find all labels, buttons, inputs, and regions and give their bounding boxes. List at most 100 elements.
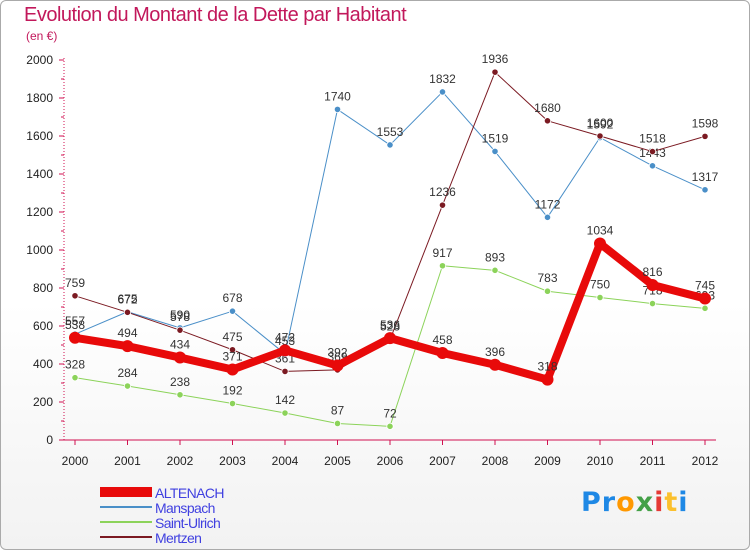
legend-label-mertzen: Mertzen [155,530,201,546]
data-label-mertzen: 578 [170,310,190,324]
data-point-mertzen [176,326,184,334]
data-point-altenach [541,373,554,386]
data-point-saint-ulrich [438,262,447,270]
chart-title: Evolution du Montant de la Dette par Hab… [24,4,407,26]
data-point-manspach [543,213,552,221]
data-label-altenach: 392 [327,346,347,360]
y-tick-label: 200 [33,395,53,409]
data-label-altenach: 318 [537,360,557,374]
x-tick-label: 2005 [324,454,351,468]
logo-letter: r [601,487,617,518]
y-tick-label: 1600 [26,129,53,143]
data-label-manspach: 453 [275,334,295,348]
data-point-altenach [226,363,239,376]
data-point-manspach [438,88,447,96]
data-point-saint-ulrich [386,422,394,430]
data-point-manspach [228,307,237,315]
data-label-saint-ulrich: 893 [485,250,505,264]
data-label-manspach: 1553 [377,125,404,139]
data-label-saint-ulrich: 142 [275,393,295,407]
data-point-saint-ulrich [228,399,237,408]
x-tick-label: 2000 [62,454,89,468]
logo-letter: i [654,487,665,518]
data-label-saint-ulrich: 328 [65,358,85,372]
data-point-saint-ulrich [123,382,132,390]
data-point-altenach [121,340,134,353]
data-point-altenach [646,278,659,291]
data-label-mertzen: 528 [380,320,400,334]
x-tick-label: 2006 [377,454,404,468]
logo-letter: o [616,487,636,518]
proxiti-logo: Proxiti [581,487,689,518]
x-tick-label: 2010 [587,454,614,468]
y-tick-label: 2000 [26,53,53,67]
logo-letter: t [664,487,679,518]
data-point-saint-ulrich [71,374,79,382]
legend-label-altenach: ALTENACH [155,485,224,501]
y-tick-label: 1400 [26,167,53,181]
data-label-altenach: 745 [695,278,715,292]
data-point-mertzen [281,367,289,376]
x-tick-label: 2002 [167,454,194,468]
legend-label-manspach: Manspach [155,500,215,516]
data-label-altenach: 371 [222,350,242,364]
data-label-manspach: 675 [117,292,137,306]
legend-swatch-altenach [100,487,152,497]
data-label-altenach: 494 [117,326,137,340]
legend-label-saint-ulrich: Saint-Ulrich [155,515,220,531]
data-point-mertzen [596,132,604,140]
data-point-manspach [386,141,394,149]
data-point-mertzen [438,201,447,209]
y-tick-label: 1200 [26,205,53,219]
data-label-manspach: 1317 [692,170,719,184]
logo-letter: P [581,487,602,518]
data-point-mertzen [543,117,552,125]
y-tick-label: 0 [46,433,53,447]
data-point-altenach [699,292,711,305]
x-tick-label: 2012 [692,454,719,468]
x-tick-label: 2004 [272,454,299,468]
data-point-altenach [174,351,186,364]
data-point-saint-ulrich [648,299,657,308]
data-point-altenach [279,344,291,357]
data-point-saint-ulrich [281,409,289,417]
data-label-manspach: 1172 [535,197,561,211]
data-label-saint-ulrich: 238 [170,375,190,389]
data-label-mertzen: 1598 [692,116,719,130]
data-label-saint-ulrich: 917 [432,246,452,260]
data-point-altenach [331,359,344,372]
data-point-saint-ulrich [491,266,499,274]
x-tick-label: 2003 [219,454,246,468]
logo-letter: i [678,487,689,518]
data-label-mertzen: 759 [65,276,85,290]
data-label-mertzen: 475 [222,330,242,344]
y-tick-label: 600 [33,319,53,333]
data-label-saint-ulrich: 87 [331,403,345,417]
y-tick-label: 1000 [26,243,53,257]
data-label-manspach: 1740 [324,89,351,103]
y-tick-label: 400 [33,357,53,371]
data-point-saint-ulrich [333,419,342,428]
x-tick-label: 2007 [429,454,456,468]
data-label-mertzen: 1518 [639,132,666,146]
data-point-altenach [594,237,606,250]
data-label-saint-ulrich: 783 [537,271,557,285]
data-point-altenach [69,331,81,344]
data-point-manspach [333,105,342,114]
data-label-manspach: 1592 [587,118,614,132]
data-point-manspach [701,186,709,194]
data-label-altenach: 536 [380,318,400,332]
data-point-mertzen [228,346,237,354]
data-label-altenach: 396 [485,345,505,359]
data-label-manspach: 590 [170,308,190,322]
data-point-altenach [436,346,449,359]
x-tick-label: 2001 [114,454,141,468]
x-tick-label: 2008 [482,454,509,468]
data-label-altenach: 816 [642,265,662,279]
data-label-altenach: 472 [275,330,295,344]
data-point-mertzen [701,132,709,140]
data-label-mertzen: 672 [117,292,137,306]
data-label-mertzen: 1236 [429,185,456,199]
